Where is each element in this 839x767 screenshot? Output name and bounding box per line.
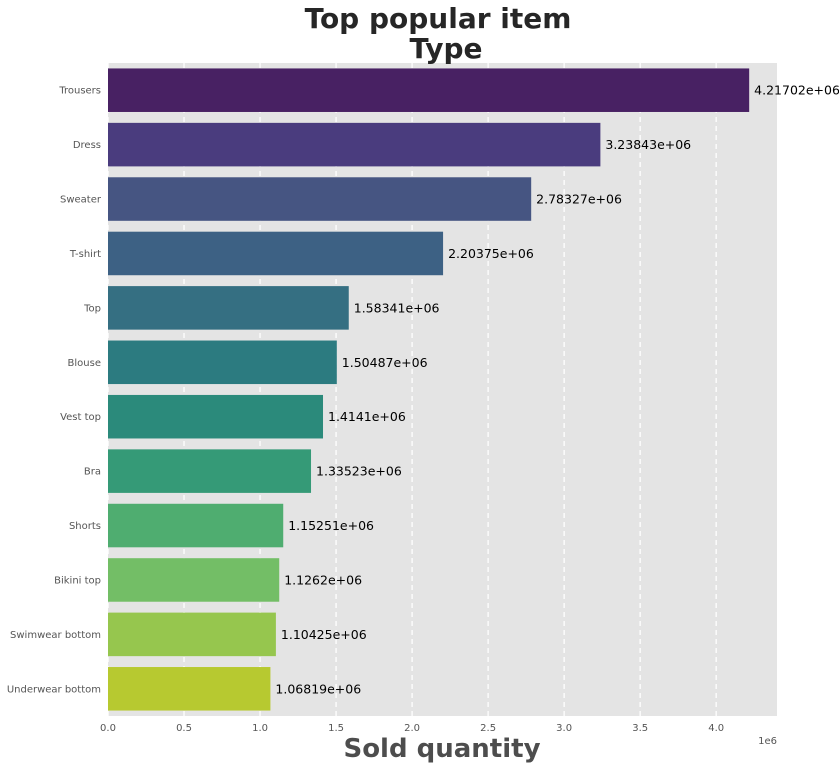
bar-value-label: 1.10425e+06 xyxy=(281,627,367,642)
bar xyxy=(108,449,312,493)
bar xyxy=(108,68,750,112)
x-tick-label: 3.5 xyxy=(632,723,648,734)
bar xyxy=(108,667,271,711)
y-tick-label: Bra xyxy=(84,467,101,478)
x-tick-label: 1.5 xyxy=(328,723,344,734)
y-tick-label: Swimwear bottom xyxy=(10,630,101,641)
bar xyxy=(108,612,276,657)
x-axis-label: Sold quantity xyxy=(343,734,540,764)
bar-value-label: 1.33523e+06 xyxy=(316,464,402,479)
bar-value-label: 1.15251e+06 xyxy=(288,518,374,533)
y-tick-label: Underwear bottom xyxy=(7,684,101,695)
x-tick-label: 0.0 xyxy=(100,723,116,734)
bar-value-label: 1.4141e+06 xyxy=(328,409,406,424)
bar xyxy=(108,503,284,548)
chart-title-line-2: Type xyxy=(409,32,482,65)
data-labels: 4.21702e+06 3.23843e+06 2.78327e+06 2.20375… xyxy=(275,83,839,697)
bar xyxy=(108,122,601,167)
y-tick-label: Dress xyxy=(73,140,101,151)
bars xyxy=(108,68,750,711)
bar xyxy=(108,340,337,385)
bar-value-label: 2.78327e+06 xyxy=(536,192,622,207)
bar-value-label: 3.23843e+06 xyxy=(605,137,691,152)
bar xyxy=(108,394,324,439)
bar xyxy=(108,286,349,330)
x-tick-label: 3.0 xyxy=(556,723,572,734)
x-tick-label: 0.5 xyxy=(176,723,192,734)
bar xyxy=(108,231,444,276)
bar-value-label: 1.58341e+06 xyxy=(354,300,440,315)
x-axis-ticks: 0.0 0.5 1.0 1.5 2.0 2.5 3.0 3.5 4.0 xyxy=(100,723,724,734)
x-tick-label: 2.5 xyxy=(480,723,496,734)
plot-area xyxy=(108,63,777,716)
y-tick-label: Trousers xyxy=(58,86,101,97)
bar-value-label: 4.21702e+06 xyxy=(754,83,839,98)
y-tick-label: Top xyxy=(83,303,101,314)
bar-value-label: 1.1262e+06 xyxy=(284,572,362,587)
bar-value-label: 1.50487e+06 xyxy=(342,355,428,370)
x-tick-label: 1.0 xyxy=(252,723,268,734)
y-tick-label: Shorts xyxy=(69,521,101,532)
x-axis-offset-label: 1e6 xyxy=(758,736,777,747)
bar-value-label: 1.06819e+06 xyxy=(275,681,361,696)
bar-value-label: 2.20375e+06 xyxy=(448,246,534,261)
x-tick-label: 2.0 xyxy=(404,723,420,734)
y-tick-label: T-shirt xyxy=(69,249,101,260)
y-axis-ticks: Trousers Dress Sweater T-shirt Top Blouse Vest… xyxy=(7,86,102,696)
y-tick-label: Bikini top xyxy=(54,575,101,586)
y-tick-label: Blouse xyxy=(68,358,101,369)
bar xyxy=(108,177,532,221)
bar xyxy=(108,558,280,602)
grid-lines xyxy=(107,63,717,716)
y-tick-label: Vest top xyxy=(60,412,101,423)
chart-title-line-1: Top popular item xyxy=(305,2,572,35)
y-tick-label: Sweater xyxy=(60,195,102,206)
x-tick-label: 4.0 xyxy=(708,723,724,734)
